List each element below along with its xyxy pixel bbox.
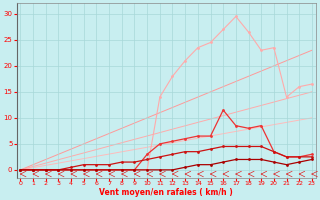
X-axis label: Vent moyen/en rafales ( km/h ): Vent moyen/en rafales ( km/h )	[99, 188, 233, 197]
